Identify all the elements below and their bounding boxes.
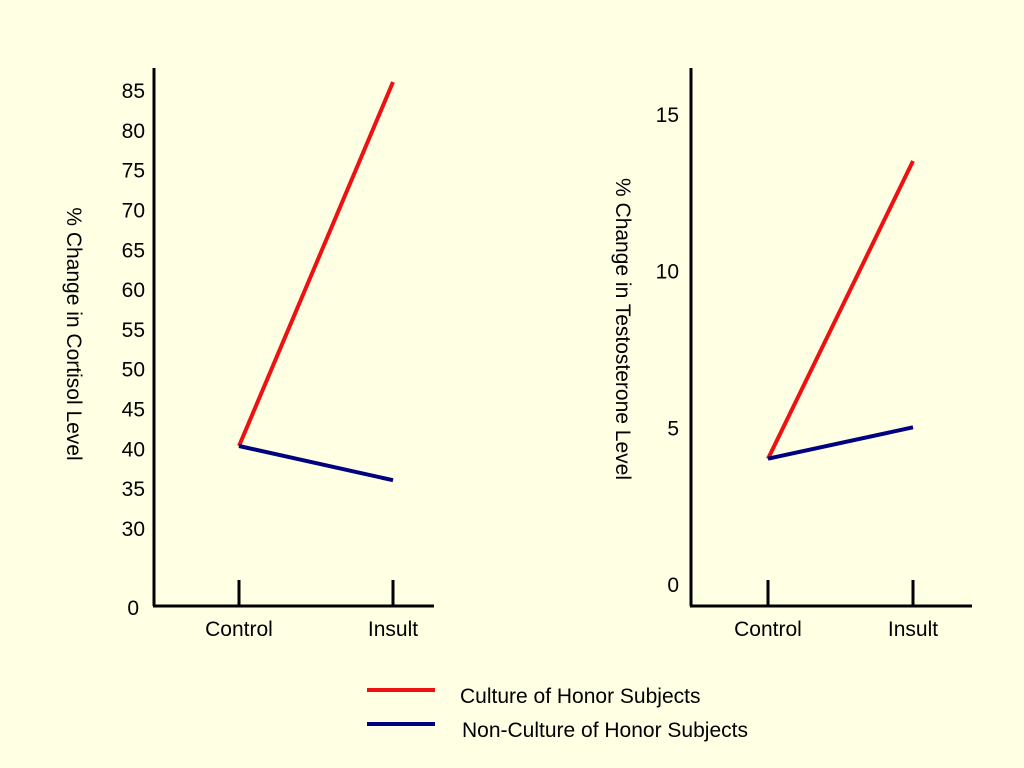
legend-label-non-culture-of-honor: Non-Culture of Honor Subjects: [462, 719, 748, 742]
testosterone-chart: 0 5 10 15 Control Insult % Change in Testoster…: [611, 68, 972, 641]
y-axis-title: % Change in Cortisol Level: [62, 207, 85, 460]
x-tick-label: Control: [205, 618, 273, 641]
y-tick-label: 5: [667, 417, 679, 440]
cortisol-chart: 0 30 35 40 45 50 55 60 65 70 75 80 85 Control Insult % …: [62, 68, 434, 641]
y-tick-label: 50: [122, 359, 145, 382]
x-tick-label: Insult: [368, 618, 418, 641]
series-line-culture-of-honor: [237, 81, 395, 447]
y-tick-label: 45: [122, 399, 145, 422]
series-line-culture-of-honor: [766, 160, 915, 460]
y-tick-label: 35: [122, 478, 145, 501]
y-tick-label: 65: [122, 239, 145, 262]
y-tick-label: 55: [122, 319, 145, 342]
y-tick-label: 15: [656, 104, 679, 127]
legend-label-culture-of-honor: Culture of Honor Subjects: [460, 685, 700, 708]
series-line-non-culture-of-honor: [767, 425, 914, 461]
x-tick-label: Insult: [888, 618, 938, 641]
y-tick-label: 85: [122, 80, 145, 103]
series-line-non-culture-of-honor: [238, 444, 394, 483]
y-tick-label: 40: [122, 438, 145, 461]
y-tick-label: 75: [122, 160, 145, 183]
y-tick-label: 80: [122, 120, 145, 143]
y-tick-label: 60: [122, 279, 145, 302]
y-tick-label: 10: [656, 261, 679, 284]
y-axis-title: % Change in Testosterone Level: [611, 178, 634, 480]
y-tick-label: 70: [122, 199, 145, 222]
y-tick-label: 30: [122, 518, 145, 541]
x-tick-label: Control: [734, 618, 802, 641]
legend: Culture of Honor Subjects Non-Culture of …: [367, 685, 748, 742]
y-tick-label: 0: [127, 597, 139, 620]
y-tick-label: 0: [667, 574, 679, 597]
